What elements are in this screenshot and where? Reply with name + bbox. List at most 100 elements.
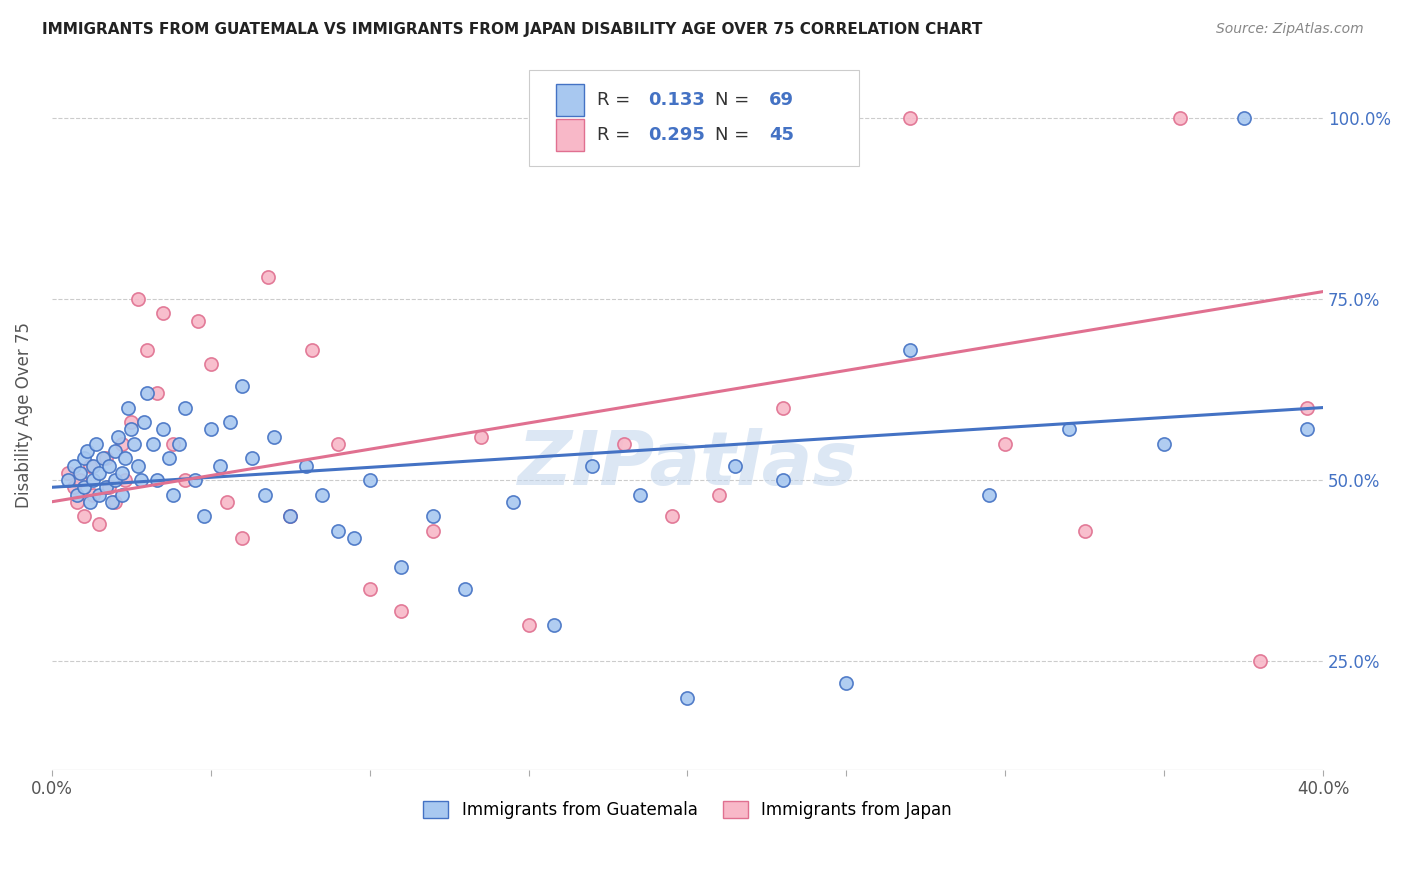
Text: 0.295: 0.295 bbox=[648, 126, 704, 144]
Point bbox=[152, 306, 174, 320]
Point bbox=[502, 495, 524, 509]
Point bbox=[72, 480, 94, 494]
Point bbox=[200, 422, 222, 436]
Point bbox=[278, 509, 301, 524]
Point bbox=[1153, 437, 1175, 451]
Point bbox=[359, 582, 381, 596]
Point bbox=[898, 343, 921, 357]
FancyBboxPatch shape bbox=[529, 70, 859, 166]
Point bbox=[343, 531, 366, 545]
Point bbox=[111, 437, 134, 451]
Point bbox=[613, 437, 636, 451]
Point bbox=[107, 429, 129, 443]
Point bbox=[63, 480, 86, 494]
Point bbox=[772, 401, 794, 415]
Point bbox=[69, 466, 91, 480]
Point bbox=[709, 487, 731, 501]
Point bbox=[120, 415, 142, 429]
Point bbox=[193, 509, 215, 524]
Point bbox=[517, 618, 540, 632]
Point bbox=[136, 386, 159, 401]
Point bbox=[184, 473, 207, 487]
Point bbox=[835, 676, 858, 690]
Point bbox=[56, 473, 79, 487]
Point bbox=[162, 437, 184, 451]
Point bbox=[152, 422, 174, 436]
Point bbox=[257, 270, 280, 285]
Point bbox=[63, 458, 86, 473]
Point bbox=[79, 458, 101, 473]
Point bbox=[127, 292, 149, 306]
Point bbox=[1296, 401, 1319, 415]
Point bbox=[132, 415, 155, 429]
FancyBboxPatch shape bbox=[557, 85, 585, 117]
Legend: Immigrants from Guatemala, Immigrants from Japan: Immigrants from Guatemala, Immigrants fr… bbox=[416, 794, 959, 826]
Point bbox=[136, 343, 159, 357]
Point bbox=[127, 458, 149, 473]
Point bbox=[82, 487, 104, 501]
Point bbox=[454, 582, 477, 596]
Point bbox=[1233, 111, 1256, 125]
Point bbox=[326, 437, 349, 451]
Point bbox=[389, 603, 412, 617]
Point bbox=[79, 495, 101, 509]
Text: 0.133: 0.133 bbox=[648, 92, 704, 110]
Point bbox=[120, 422, 142, 436]
Text: 69: 69 bbox=[769, 92, 794, 110]
Point bbox=[117, 401, 139, 415]
Point bbox=[311, 487, 333, 501]
Point bbox=[581, 458, 603, 473]
Point bbox=[124, 437, 146, 451]
Point bbox=[97, 458, 120, 473]
Point bbox=[82, 473, 104, 487]
Point bbox=[157, 451, 180, 466]
Point bbox=[167, 437, 190, 451]
Point bbox=[114, 473, 136, 487]
Point bbox=[72, 509, 94, 524]
Point bbox=[1074, 524, 1097, 538]
Point bbox=[174, 401, 197, 415]
Point bbox=[94, 451, 117, 466]
Point bbox=[162, 487, 184, 501]
Point bbox=[628, 487, 651, 501]
Point bbox=[104, 473, 127, 487]
Point bbox=[543, 618, 565, 632]
Point bbox=[76, 444, 98, 458]
Point bbox=[565, 111, 588, 125]
Point bbox=[218, 415, 240, 429]
Point bbox=[114, 451, 136, 466]
Text: R =: R = bbox=[598, 126, 636, 144]
Point bbox=[145, 386, 167, 401]
Point bbox=[89, 466, 111, 480]
Point bbox=[301, 343, 323, 357]
Text: R =: R = bbox=[598, 92, 636, 110]
Point bbox=[278, 509, 301, 524]
Text: IMMIGRANTS FROM GUATEMALA VS IMMIGRANTS FROM JAPAN DISABILITY AGE OVER 75 CORREL: IMMIGRANTS FROM GUATEMALA VS IMMIGRANTS … bbox=[42, 22, 983, 37]
Point bbox=[66, 487, 89, 501]
Point bbox=[898, 111, 921, 125]
Point bbox=[129, 473, 152, 487]
Point bbox=[263, 429, 285, 443]
Point bbox=[231, 379, 253, 393]
Point bbox=[111, 487, 134, 501]
Point bbox=[82, 458, 104, 473]
Point bbox=[91, 451, 114, 466]
Point bbox=[253, 487, 276, 501]
Point bbox=[835, 111, 858, 125]
Point bbox=[104, 444, 127, 458]
Point bbox=[89, 516, 111, 531]
Y-axis label: Disability Age Over 75: Disability Age Over 75 bbox=[15, 322, 32, 508]
Point bbox=[84, 437, 107, 451]
Point bbox=[724, 458, 747, 473]
Point bbox=[187, 313, 209, 327]
Point bbox=[174, 473, 197, 487]
Point bbox=[1249, 654, 1271, 668]
Point bbox=[104, 495, 127, 509]
Text: Source: ZipAtlas.com: Source: ZipAtlas.com bbox=[1216, 22, 1364, 37]
Point bbox=[359, 473, 381, 487]
Point bbox=[676, 690, 699, 705]
Point bbox=[97, 480, 120, 494]
Point bbox=[772, 473, 794, 487]
Point bbox=[56, 466, 79, 480]
Point bbox=[111, 466, 134, 480]
